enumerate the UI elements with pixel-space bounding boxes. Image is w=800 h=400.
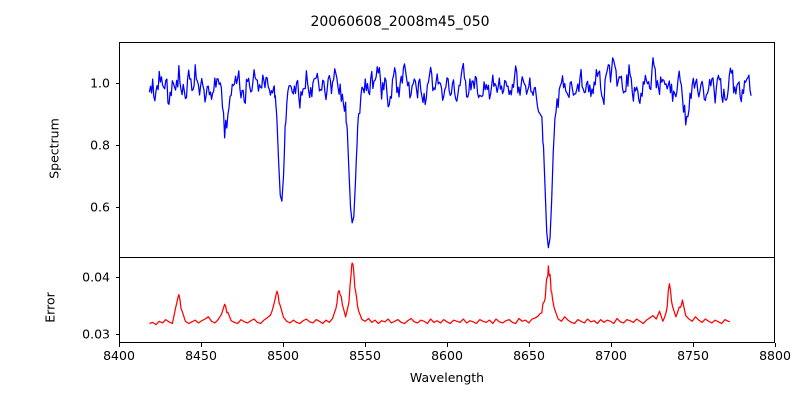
chart-title: 20060608_2008m45_050: [310, 14, 490, 30]
x-tick-mark: [693, 343, 695, 347]
y-axis-label-spectrum: Spectrum: [46, 118, 62, 179]
x-tick-label: 8800: [759, 348, 791, 363]
x-tick-label: 8750: [677, 348, 709, 363]
x-tick-label: 8700: [595, 348, 627, 363]
spectrum-line-plot: [120, 43, 774, 257]
x-tick-mark: [283, 343, 285, 347]
x-tick-mark: [119, 343, 121, 347]
y-tick-label-error: 0.04: [82, 269, 110, 285]
spectrum-panel: [119, 42, 775, 257]
x-tick-label: 8450: [185, 348, 217, 363]
y-axis-label-error: Error: [42, 292, 58, 323]
y-tick-mark-spectrum: [115, 82, 119, 84]
y-tick-label-spectrum: 0.6: [90, 199, 110, 215]
x-tick-mark: [529, 343, 531, 347]
x-tick-label: 8400: [103, 348, 135, 363]
x-tick-label: 8650: [513, 348, 545, 363]
y-tick-mark-spectrum: [115, 207, 119, 209]
x-tick-label: 8600: [431, 348, 463, 363]
error-panel: [119, 257, 775, 343]
x-axis-label: Wavelength: [409, 370, 485, 385]
y-tick-label-spectrum: 0.8: [90, 137, 110, 153]
x-tick-mark: [611, 343, 613, 347]
x-tick-mark: [775, 343, 777, 347]
y-tick-mark-error: [115, 334, 119, 336]
x-tick-mark: [447, 343, 449, 347]
y-tick-label-spectrum: 1.0: [90, 75, 110, 90]
y-tick-mark-spectrum: [115, 144, 119, 146]
y-tick-mark-error: [115, 277, 119, 279]
x-tick-label: 8500: [267, 348, 299, 363]
y-tick-label-error: 0.03: [82, 326, 110, 342]
error-line-plot: [120, 258, 774, 342]
x-tick-mark: [201, 343, 203, 347]
x-tick-label: 8550: [349, 348, 381, 363]
x-tick-mark: [365, 343, 367, 347]
